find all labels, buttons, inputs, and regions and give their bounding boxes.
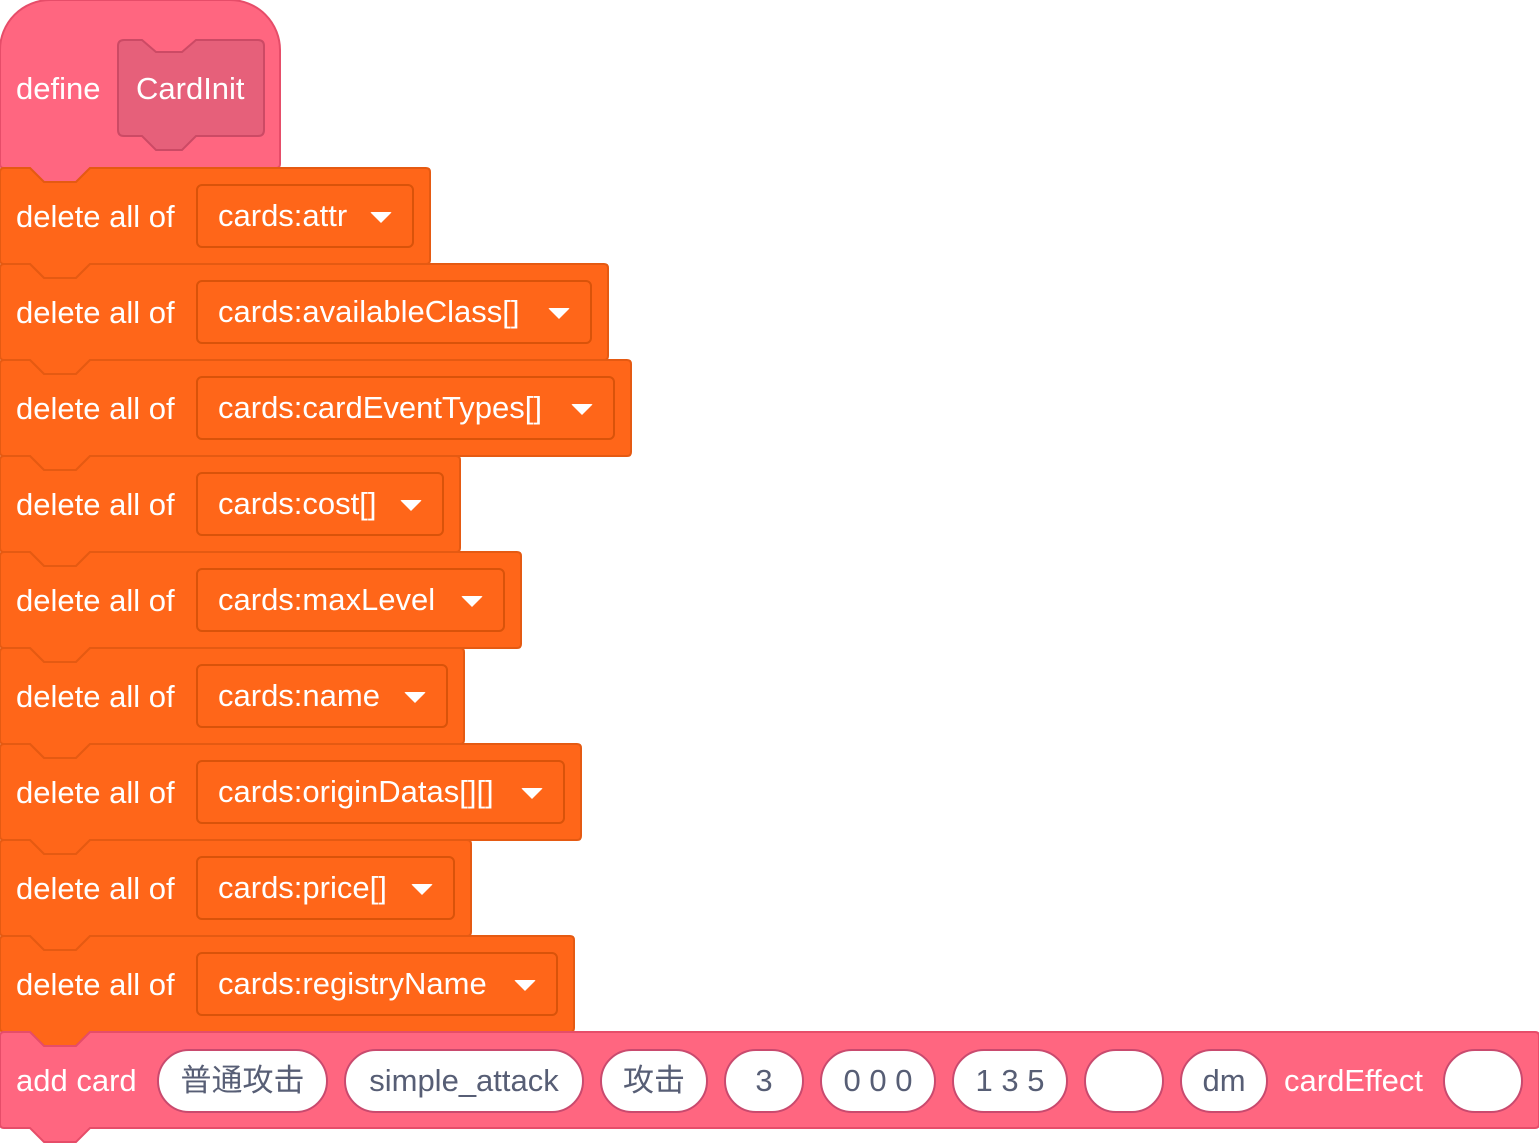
list-dropdown[interactable]: cards:name: [196, 664, 448, 728]
list-dropdown[interactable]: cards:attr: [196, 184, 414, 248]
add-card-arg-values-a[interactable]: 0 0 0: [820, 1049, 936, 1113]
list-dropdown-value: cards:originDatas[][]: [218, 774, 494, 809]
add-card-arg-name-cn[interactable]: 普通攻击: [157, 1049, 328, 1113]
dropdown-caret-icon[interactable]: [370, 212, 392, 223]
add-card-arg-cost[interactable]: 3: [724, 1049, 804, 1113]
add-card-arg-registry-name[interactable]: simple_attack: [344, 1049, 584, 1113]
list-dropdown-value: cards:attr: [218, 198, 348, 233]
add-card-arg-dm[interactable]: dm: [1180, 1049, 1268, 1113]
list-dropdown[interactable]: cards:registryName: [196, 952, 558, 1016]
delete-all-label: delete all of: [16, 487, 175, 522]
delete-all-label: delete all of: [16, 199, 175, 234]
card-effect-label: cardEffect: [1284, 1063, 1424, 1098]
add-card-arg-empty[interactable]: [1084, 1049, 1164, 1113]
list-dropdown-value: cards:cost[]: [218, 486, 377, 521]
list-dropdown[interactable]: cards:maxLevel: [196, 568, 505, 632]
delete-all-label: delete all of: [16, 775, 175, 810]
list-dropdown-value: cards:cardEventTypes[]: [218, 390, 542, 425]
list-dropdown-value: cards:availableClass[]: [218, 294, 520, 329]
custom-block-prototype[interactable]: [117, 39, 265, 151]
custom-block-name: CardInit: [136, 71, 245, 106]
list-dropdown-value: cards:name: [218, 678, 380, 713]
delete-all-label: delete all of: [16, 295, 175, 330]
list-dropdown[interactable]: cards:cost[]: [196, 472, 444, 536]
add-card-arg-values-b[interactable]: 1 3 5: [952, 1049, 1068, 1113]
define-keyword: define: [16, 71, 101, 106]
add-card-arg-type[interactable]: 攻击: [600, 1049, 708, 1113]
dropdown-caret-icon[interactable]: [548, 308, 570, 319]
list-dropdown[interactable]: cards:originDatas[][]: [196, 760, 565, 824]
dropdown-caret-icon[interactable]: [571, 404, 593, 415]
list-dropdown[interactable]: cards:price[]: [196, 856, 455, 920]
list-dropdown[interactable]: cards:availableClass[]: [196, 280, 592, 344]
delete-all-label: delete all of: [16, 391, 175, 426]
delete-all-label: delete all of: [16, 679, 175, 714]
delete-all-label: delete all of: [16, 871, 175, 906]
list-dropdown[interactable]: cards:cardEventTypes[]: [196, 376, 615, 440]
dropdown-caret-icon[interactable]: [461, 596, 483, 607]
delete-all-label: delete all of: [16, 583, 175, 618]
card-effect-input[interactable]: [1443, 1049, 1523, 1113]
add-card-label: add card: [16, 1063, 137, 1098]
list-dropdown-value: cards:maxLevel: [218, 582, 436, 617]
dropdown-caret-icon[interactable]: [521, 788, 543, 799]
delete-all-label: delete all of: [16, 967, 175, 1002]
dropdown-caret-icon[interactable]: [411, 884, 433, 895]
dropdown-caret-icon[interactable]: [404, 692, 426, 703]
dropdown-caret-icon[interactable]: [400, 500, 422, 511]
dropdown-caret-icon[interactable]: [514, 980, 536, 991]
list-dropdown-value: cards:registryName: [218, 966, 487, 1001]
list-dropdown-value: cards:price[]: [218, 870, 387, 905]
